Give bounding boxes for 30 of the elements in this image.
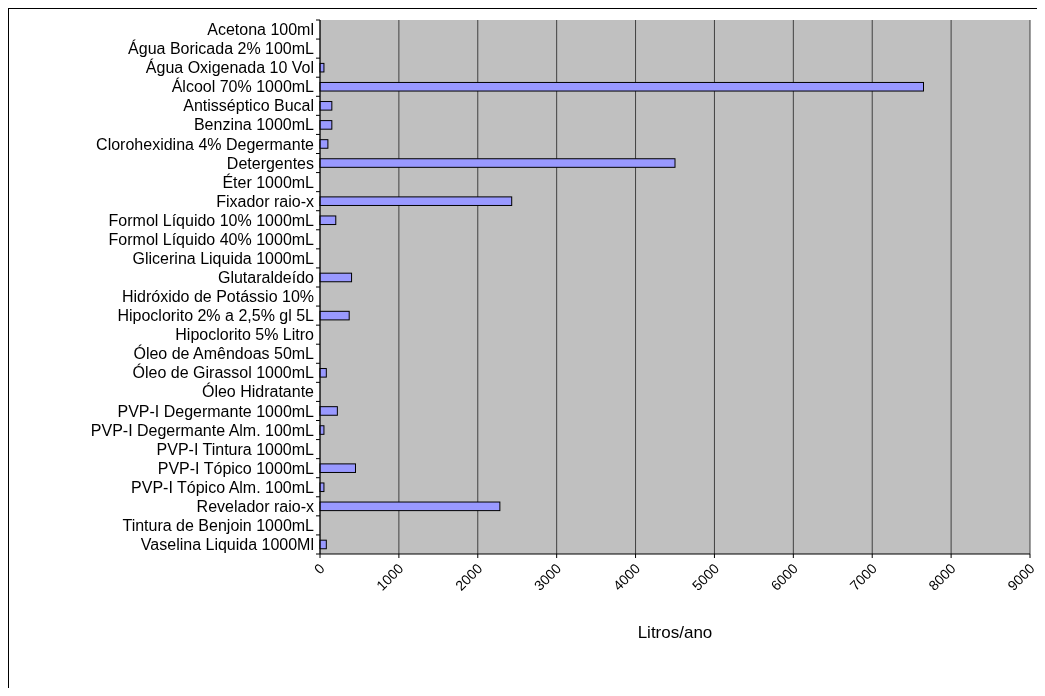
y-tick-label: Acetona 100ml	[207, 21, 314, 39]
x-axis-title: Litros/ano	[637, 623, 713, 642]
y-tick-label: Glutaraldeído	[217, 269, 315, 287]
y-tick-label: Hipoclorito 5% Litro	[175, 326, 315, 344]
y-tick-label: Formol Líquido 40% 1000mL	[108, 230, 315, 248]
y-tick-label: Óleo de Amêndoas 50mL	[133, 344, 315, 363]
y-tick-label: Revelador raio-x	[196, 497, 314, 515]
y-tick-label: Fixador raio-x	[216, 192, 314, 210]
y-tick-label: PVP-I Tópico Alm. 100mL	[131, 478, 315, 496]
y-tick-label: Glicerina Liquida 1000mL	[132, 249, 315, 267]
x-tick-label: 0	[310, 560, 328, 578]
y-tick-label: Hipoclorito 2% a 2,5% gl 5L	[117, 307, 315, 325]
y-tick-label: Clorohexidina 4% Degermante	[96, 135, 315, 153]
y-tick-label: Formol Líquido 10% 1000mL	[108, 211, 315, 229]
y-tick-label: Água Boricada 2% 100mL	[128, 39, 315, 58]
y-tick-label: Tintura de Benjoin 1000mL	[122, 516, 315, 534]
y-tick-label: Hidróxido de Potássio 10%	[121, 288, 314, 306]
y-tick-label: PVP-I Degermante Alm. 100mL	[90, 421, 315, 439]
y-tick-label: PVP-I Degermante 1000mL	[117, 402, 315, 420]
y-tick-label: Antisséptico Bucal	[183, 97, 314, 115]
y-tick-label: PVP-I Tintura 1000mL	[156, 440, 315, 458]
y-tick-label: Óleo de Girassol 1000mL	[132, 363, 315, 382]
y-tick-label: Vaselina Liquida 1000Ml	[140, 536, 314, 554]
y-tick-label: PVP-I Tópico 1000mL	[157, 459, 315, 477]
y-tick-label: Água Oxigenada 10 Vol	[145, 58, 314, 77]
y-tick-label: Detergentes	[226, 154, 314, 172]
y-tick-label: Álcool 70% 1000mL	[171, 77, 315, 96]
y-tick-label: Benzina 1000mL	[193, 116, 315, 134]
y-tick-label: Óleo Hidratante	[201, 382, 315, 401]
y-tick-label: Éter 1000mL	[222, 172, 315, 191]
